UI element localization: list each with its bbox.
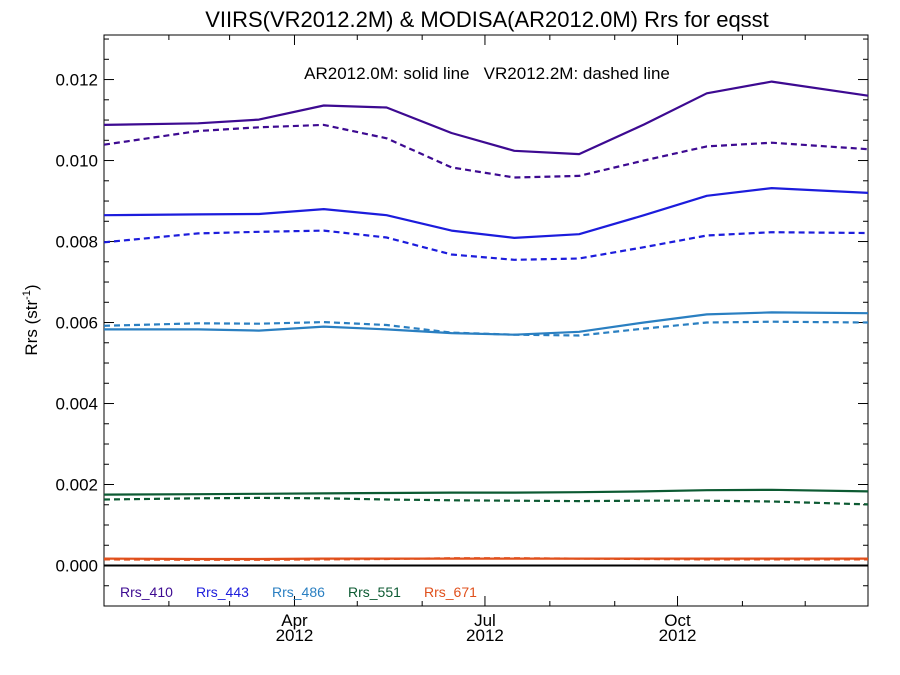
chart-title: VIIRS(VR2012.2M) & MODISA(AR2012.0M) Rrs… (205, 7, 769, 32)
series-line-rrs-551-solid (103, 488, 869, 496)
y-tick-label: 0.004 (55, 395, 98, 414)
y-axis: 0.000 0.002 0.004 0.006 0.008 0.010 0.012 (55, 38, 868, 607)
y-axis-label-main: Rrs (str (22, 300, 41, 356)
legend-label-rrs-443: Rrs_443 (196, 584, 249, 600)
y-tick-label: 0.010 (55, 152, 98, 171)
legend-label-rrs-410: Rrs_410 (120, 584, 173, 600)
series-line-rrs-486-dashed (103, 320, 869, 337)
x-tick-sublabel: 2012 (276, 626, 314, 645)
y-tick-label: 0.012 (55, 71, 98, 90)
plot-frame (103, 34, 869, 607)
series-line-rrs-671-dashed (103, 557, 868, 561)
series-line-rrs-551-dashed (103, 496, 869, 506)
x-tick-sublabel: 2012 (659, 626, 697, 645)
y-tick-label: 0.006 (55, 314, 98, 333)
x-tick-label: Oct (664, 611, 691, 630)
x-tick-sublabel: 2012 (466, 626, 504, 645)
series-layer (103, 80, 869, 567)
y-tick-label: 0.002 (55, 476, 98, 495)
legend: Rrs_410 Rrs_443 Rrs_486 Rrs_551 Rrs_671 (120, 584, 477, 600)
y-tick-label: 0.000 (55, 557, 98, 576)
line-style-annotation: AR2012.0M: solid line VR2012.2M: dashed … (304, 64, 670, 83)
legend-label-rrs-551: Rrs_551 (348, 584, 401, 600)
y-axis-label-sup: -1 (21, 290, 33, 300)
y-axis-label-close: ) (22, 284, 41, 290)
x-tick-label: Apr (281, 611, 308, 630)
y-axis-label: Rrs (str-1) (21, 284, 41, 355)
series-line-rrs-486-solid (104, 311, 869, 336)
series-line-rrs-410-solid (103, 80, 869, 156)
x-tick-label: Jul (474, 611, 496, 630)
y-tick-label: 0.008 (55, 233, 98, 252)
series-line-rrs-443-dashed (103, 229, 869, 261)
series-line-rrs-410-dashed (103, 123, 869, 179)
series-line-rrs-443-solid (103, 187, 869, 239)
legend-label-rrs-671: Rrs_671 (424, 584, 477, 600)
legend-label-rrs-486: Rrs_486 (272, 584, 325, 600)
